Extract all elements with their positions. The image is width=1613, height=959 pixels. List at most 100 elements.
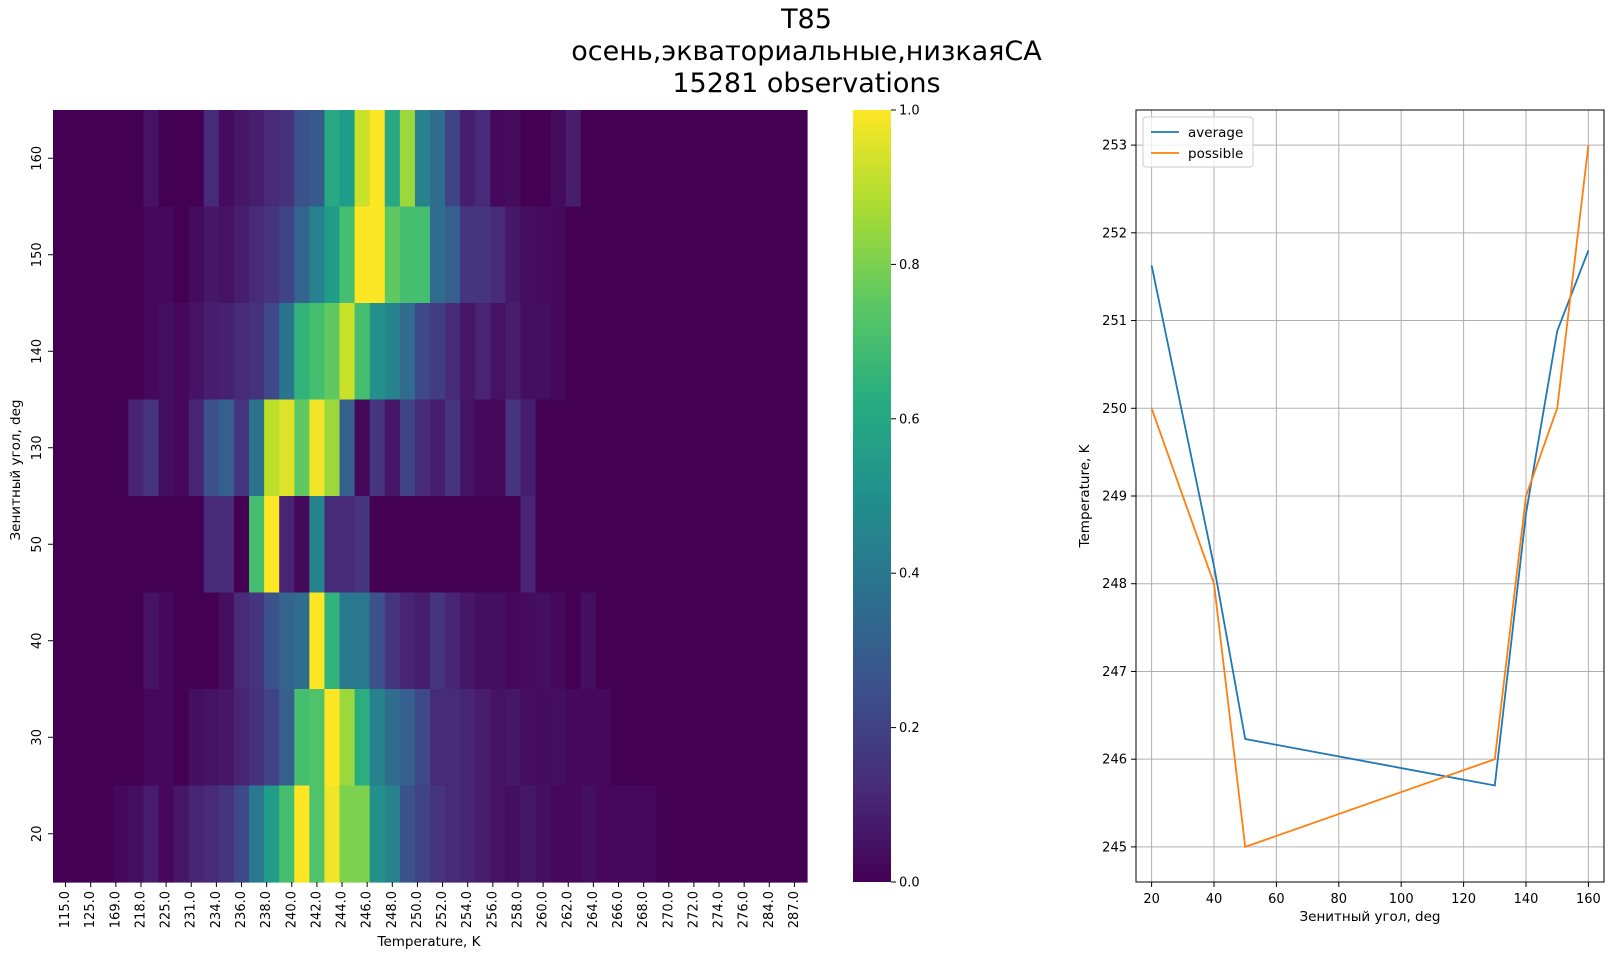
heatmap-cell (294, 303, 310, 401)
heatmap-cell (505, 592, 522, 690)
line-chart-x-tick-label: 20 (1143, 892, 1160, 907)
heatmap-cell (791, 110, 808, 208)
heatmap-cell (671, 689, 687, 787)
heatmap-cell (128, 592, 145, 690)
heatmap-cell (399, 689, 416, 787)
series-line-average (1150, 250, 1590, 787)
heatmap-cell (309, 785, 326, 883)
heatmap-cell (294, 785, 310, 883)
heatmap-cell (369, 110, 386, 208)
heatmap-cell (565, 303, 582, 401)
heatmap-cell (309, 110, 326, 208)
heatmap-x-tick-label: 270.0 (661, 891, 676, 928)
heatmap-cell (203, 496, 220, 594)
heatmap-cell (595, 399, 612, 497)
heatmap-cell (445, 689, 461, 787)
heatmap-cell (173, 399, 190, 497)
heatmap-cell (610, 592, 627, 690)
heatmap-y-tick-label: 160 (30, 146, 45, 171)
heatmap-cell (113, 399, 129, 497)
heatmap-cell (249, 110, 265, 208)
heatmap-cell (143, 785, 160, 883)
heatmap-x-tick-label: 236.0 (234, 891, 249, 928)
heatmap-cell (430, 496, 446, 594)
heatmap-y-tick-label: 30 (30, 729, 45, 746)
heatmap-cell (656, 592, 672, 690)
heatmap-cell (128, 689, 145, 787)
heatmap-cell (264, 110, 280, 208)
line-chart-x-axis-label: Зенитный угол, deg (1300, 909, 1441, 925)
heatmap-cell (354, 785, 371, 883)
heatmap-cell (399, 399, 416, 497)
heatmap-cell (686, 206, 703, 304)
heatmap-cell (53, 785, 69, 883)
heatmap-cell (791, 592, 808, 690)
line-chart-legend: average possible (1142, 116, 1254, 168)
heatmap-cell (475, 496, 491, 594)
heatmap-cell (113, 206, 129, 304)
heatmap-cell (294, 592, 310, 690)
heatmap-cell (399, 496, 416, 594)
heatmap-cell (731, 689, 748, 787)
colorbar-gradient (853, 110, 891, 882)
heatmap-cell (475, 785, 491, 883)
heatmap-cell (535, 592, 552, 690)
heatmap-x-tick-label: 256.0 (485, 891, 500, 928)
heatmap-cell (610, 785, 627, 883)
heatmap-cell (143, 496, 160, 594)
line-chart-x-ticks: 20 40 60 80 100 120 140 160 (1143, 882, 1601, 907)
heatmap-cell (671, 303, 687, 401)
heatmap-cell (173, 303, 190, 401)
heatmap-x-tick-label: 287.0 (787, 891, 802, 928)
line-chart-y-tick-label: 248 (1102, 577, 1127, 592)
line-chart-x-tick-label: 40 (1206, 892, 1223, 907)
figure-title: T85 осень,экваториальные,низкаяСА 15281 … (0, 4, 1613, 100)
heatmap-cell (354, 110, 371, 208)
heatmap-cell (430, 689, 446, 787)
heatmap-cell (158, 110, 175, 208)
line-chart-x-tick-label: 60 (1268, 892, 1285, 907)
heatmap-cell (490, 785, 506, 883)
heatmap-cell (233, 592, 250, 690)
heatmap-cell (264, 206, 280, 304)
heatmap-cell (83, 110, 99, 208)
heatmap-cell (128, 303, 145, 401)
heatmap-cell (233, 303, 250, 401)
heatmap-cell (249, 496, 265, 594)
heatmap-cell (203, 689, 220, 787)
heatmap-x-tick-label: 242.0 (309, 891, 324, 928)
heatmap-x-tick-label: 115.0 (58, 891, 73, 928)
heatmap-cell (264, 496, 280, 594)
heatmap-y-ticks: 160 150 140 130 50 40 30 20 (30, 146, 53, 842)
heatmap-cell (324, 689, 341, 787)
heatmap-cell (701, 689, 718, 787)
heatmap-cell (173, 785, 190, 883)
heatmap-cell (686, 592, 703, 690)
heatmap-cell (218, 785, 235, 883)
legend-box (1142, 116, 1254, 168)
heatmap-cell (324, 496, 341, 594)
heatmap-cell (249, 592, 265, 690)
heatmap-cell (445, 496, 461, 594)
heatmap-cell (520, 592, 537, 690)
heatmap-cell (475, 592, 491, 690)
heatmap-cell (701, 206, 718, 304)
heatmap-cell (460, 303, 476, 401)
heatmap-cell (746, 689, 763, 787)
heatmap-cell (430, 399, 446, 497)
heatmap-cell (761, 496, 778, 594)
heatmap-cell (339, 785, 356, 883)
heatmap-cell (324, 785, 341, 883)
heatmap-x-tick-label: 276.0 (737, 891, 752, 928)
heatmap-cell (324, 110, 341, 208)
heatmap-cell (445, 206, 461, 304)
heatmap-cell (626, 206, 642, 304)
heatmap-cell (369, 303, 386, 401)
heatmap-cell (776, 303, 793, 401)
heatmap-cell (309, 303, 326, 401)
heatmap-cell (128, 399, 145, 497)
heatmap-cell (791, 399, 808, 497)
heatmap-cell (430, 206, 446, 304)
heatmap-cell (490, 206, 506, 304)
heatmap-cell (686, 303, 703, 401)
